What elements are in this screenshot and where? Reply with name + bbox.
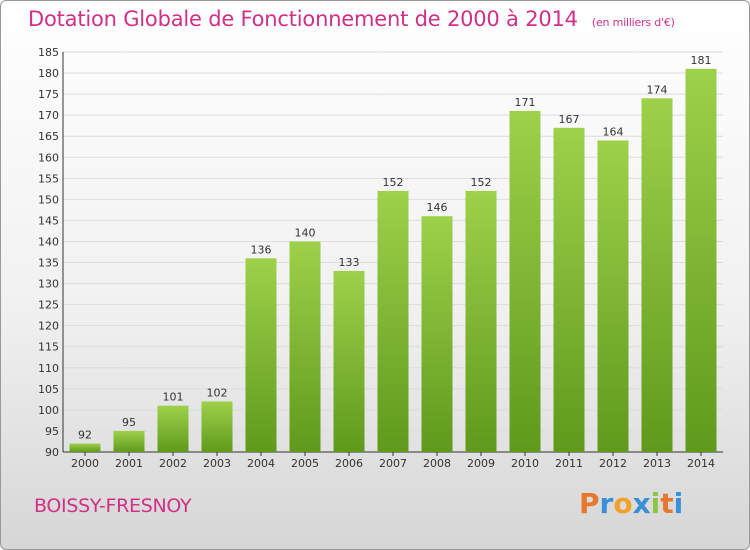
logo-letter: t: [660, 487, 674, 520]
x-tick-label: 2009: [467, 457, 495, 470]
bar: [157, 405, 189, 452]
bar-value-label: 152: [383, 176, 404, 189]
bar: [333, 270, 365, 452]
logo-letter: x: [632, 487, 651, 520]
bar-value-label: 167: [559, 113, 580, 126]
bar: [553, 127, 585, 452]
x-tick-label: 2012: [599, 457, 627, 470]
bar: [113, 430, 145, 452]
x-tick-label: 2014: [687, 457, 715, 470]
title-text: Dotation Globale de Fonctionnement de 20…: [28, 7, 578, 31]
x-tick-label: 2003: [203, 457, 231, 470]
y-tick-label: 185: [38, 46, 59, 59]
bar-value-label: 101: [163, 391, 184, 404]
x-tick-label: 2010: [511, 457, 539, 470]
y-tick-labels: 90 95 100 105 110 115 120 125 130 135 140 145 150 155…: [38, 46, 59, 459]
bar-value-label: 164: [603, 125, 624, 138]
y-tick-label: 100: [38, 404, 59, 417]
bar: [245, 258, 277, 452]
bar: [465, 190, 497, 452]
bar: [685, 68, 717, 452]
x-tick-label: 2000: [71, 457, 99, 470]
bar-value-label: 92: [78, 429, 92, 442]
bar: [377, 190, 409, 452]
bar-value-label: 133: [339, 256, 360, 269]
x-tick-label: 2001: [115, 457, 143, 470]
y-tick-label: 180: [38, 67, 59, 80]
x-tick-label: 2002: [159, 457, 187, 470]
bar-value-label: 140: [295, 226, 316, 239]
value-labels: 92 95 101 102 136 140 133 152 146 152 171 167 164 174…: [78, 54, 712, 442]
y-tick-label: 110: [38, 362, 59, 375]
bar: [509, 110, 541, 453]
y-tick-label: 105: [38, 383, 59, 396]
y-tick-label: 145: [38, 214, 59, 227]
x-tick-label: 2011: [555, 457, 583, 470]
y-tick-label: 170: [38, 109, 59, 122]
y-tick-label: 115: [38, 341, 59, 354]
chart-subtitle: (en milliers d'€): [591, 16, 675, 29]
bar-value-label: 95: [122, 416, 136, 429]
y-tick-label: 150: [38, 193, 59, 206]
y-tick-label: 125: [38, 299, 59, 312]
y-tick-label: 155: [38, 172, 59, 185]
y-tick-label: 160: [38, 151, 59, 164]
logo-letter: r: [599, 487, 614, 520]
logo-letter: o: [613, 487, 633, 520]
x-tick-label: 2008: [423, 457, 451, 470]
bar-value-label: 181: [691, 54, 712, 67]
logo-letter: i: [673, 487, 684, 520]
bars: [69, 68, 717, 453]
y-tick-label: 140: [38, 235, 59, 248]
bar-value-label: 171: [515, 96, 536, 109]
x-tick-labels: 2000 2001 2002 2003 2004 2005 2006 2007 2008 2009…: [71, 457, 715, 470]
bar: [641, 98, 673, 452]
commune-name: BOISSY-FRESNOY: [34, 495, 192, 517]
bar-value-label: 152: [471, 176, 492, 189]
bar-value-label: 146: [427, 201, 448, 214]
x-tick-label: 2013: [643, 457, 671, 470]
logo-letter: i: [650, 487, 661, 520]
y-tick-label: 130: [38, 278, 59, 291]
y-tick-label: 95: [45, 425, 59, 438]
y-tick-label: 165: [38, 130, 59, 143]
bar: [597, 140, 629, 452]
x-tick-label: 2007: [379, 457, 407, 470]
x-tick-label: 2004: [247, 457, 275, 470]
bar: [421, 216, 453, 452]
bar: [69, 443, 101, 452]
y-tick-label: 135: [38, 257, 59, 270]
chart-title: Dotation Globale de Fonctionnement de 20…: [28, 7, 675, 31]
bar-value-label: 102: [207, 386, 228, 399]
y-tick-label: 175: [38, 88, 59, 101]
bar: [289, 241, 321, 452]
y-tick-label: 90: [45, 446, 59, 459]
x-tick-label: 2006: [335, 457, 363, 470]
proxiti-logo[interactable]: Proxiti: [579, 487, 683, 520]
bar-value-label: 136: [251, 243, 272, 256]
logo-letter: P: [579, 487, 600, 520]
bar: [201, 401, 233, 452]
y-tick-label: 120: [38, 320, 59, 333]
bar-value-label: 174: [647, 83, 668, 96]
x-tick-label: 2005: [291, 457, 319, 470]
